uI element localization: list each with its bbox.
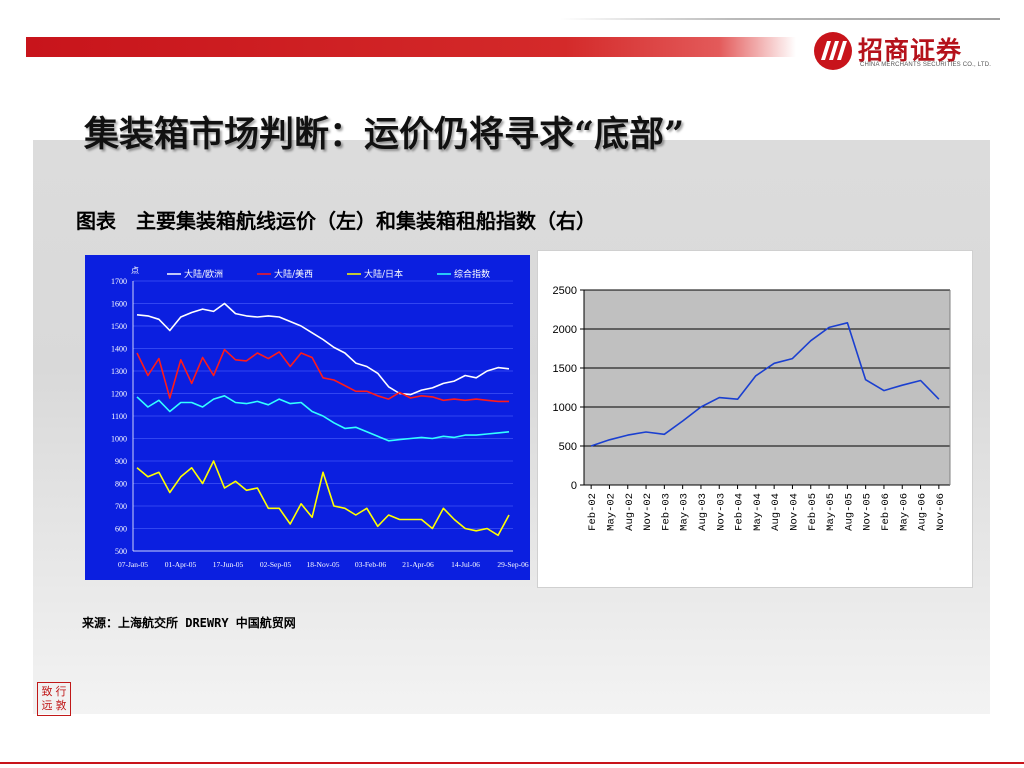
x-tick-label: 01-Apr-05 (165, 560, 197, 569)
x-tick-label: Aug-06 (917, 493, 929, 531)
logo-english-name: CHINA MERCHANTS SECURITIES CO., LTD. (860, 62, 992, 68)
x-tick-label: 14-Jul-06 (451, 560, 480, 569)
x-tick-label: Nov-06 (935, 493, 947, 531)
y-tick-label: 500 (559, 441, 577, 453)
legend-label: 综合指数 (454, 268, 490, 280)
x-tick-label: Aug-02 (624, 493, 636, 531)
x-tick-label: May-06 (898, 493, 910, 531)
source-note: 来源：上海航交所 DREWRY 中国航贸网 (82, 616, 296, 630)
x-tick-label: May-05 (825, 493, 837, 531)
charter-index-chart: 2500 2000 1500 1000 500 0 Feb-02 May-02 Aug-02 No… (537, 250, 973, 588)
x-tick-label: 18-Nov-05 (307, 560, 340, 569)
charter-index-chart-frame: 2500 2000 1500 1000 500 0 Feb-02 May-02 Aug-02 No… (537, 250, 973, 588)
x-tick-label: Feb-02 (587, 493, 599, 531)
y-tick-label: 1100 (111, 412, 127, 421)
logo-chinese-name: 招商证券 (858, 36, 963, 65)
chart-background (85, 255, 530, 580)
x-tick-label: Nov-03 (715, 493, 727, 531)
x-tick-label: 21-Apr-06 (402, 560, 434, 569)
seal-stamp: 致行远敦 (37, 682, 71, 716)
y-tick-label: 900 (115, 457, 127, 466)
y-tick-label: 1600 (111, 300, 127, 309)
y-tick-label: 800 (115, 480, 127, 489)
x-tick-label: Feb-06 (880, 493, 892, 531)
x-tick-label: May-02 (605, 493, 617, 531)
x-tick-label: 02-Sep-05 (260, 560, 291, 569)
footer-rule (0, 762, 1024, 764)
y-tick-label: 0 (571, 480, 577, 492)
y-tick-label: 1500 (111, 322, 127, 331)
logo-mark-icon (814, 32, 852, 70)
plot-area (584, 290, 950, 485)
y-tick-label: 2000 (553, 324, 577, 336)
x-tick-label: 07-Jan-05 (118, 560, 148, 569)
y-tick-label: 2500 (553, 285, 577, 297)
figure-caption: 图表 主要集装箱航线运价（左）和集装箱租船指数（右） (76, 209, 596, 233)
series-line (136, 395, 510, 442)
legend-label: 大陆/美西 (274, 268, 313, 280)
x-tick-label: 03-Feb-06 (355, 560, 386, 569)
legend-label: 大陆/日本 (364, 268, 403, 280)
company-logo: 招商证券 CHINA MERCHANTS SECURITIES CO., LTD… (812, 30, 992, 72)
x-tick-label: Nov-04 (788, 493, 800, 531)
x-tick-label: Feb-03 (660, 493, 672, 531)
x-tick-label: Feb-04 (734, 493, 746, 531)
x-tick-label: Aug-04 (770, 493, 782, 531)
y-tick-label: 1400 (111, 345, 127, 354)
header-rule (560, 18, 1000, 20)
series-line (590, 322, 940, 447)
y-tick-label: 1300 (111, 367, 127, 376)
y-tick-label: 1500 (553, 363, 577, 375)
x-tick-label: Nov-02 (642, 493, 654, 531)
y-tick-label: 1000 (111, 435, 127, 444)
x-tick-label: 29-Sep-06 (497, 560, 528, 569)
y-tick-label: 1200 (111, 390, 127, 399)
y-axis-unit-label: 点 (131, 266, 139, 275)
x-tick-label: Nov-05 (862, 493, 874, 531)
legend-label: 大陆/欧洲 (184, 268, 223, 280)
y-tick-label: 1000 (553, 402, 577, 414)
slide-title: 集装箱市场判断：运价仍将寻求“底部” (84, 114, 685, 155)
series-line (136, 348, 509, 403)
y-tick-label: 1700 (111, 277, 127, 286)
y-tick-label: 600 (115, 525, 127, 534)
x-tick-label: Aug-05 (843, 493, 855, 531)
x-tick-label: Feb-05 (807, 493, 819, 531)
x-tick-label: May-04 (752, 493, 764, 531)
x-tick-label: May-03 (679, 493, 691, 531)
x-tick-label: Aug-03 (697, 493, 709, 531)
header-red-band (26, 37, 796, 57)
y-tick-label: 700 (115, 502, 127, 511)
x-tick-label: 17-Jun-05 (213, 560, 244, 569)
freight-rate-chart: 1700 1600 1500 1400 1300 1200 1100 1000 900 800 70… (85, 255, 530, 580)
series-line (136, 460, 510, 537)
series-line (136, 302, 510, 396)
y-tick-label: 500 (115, 547, 127, 556)
